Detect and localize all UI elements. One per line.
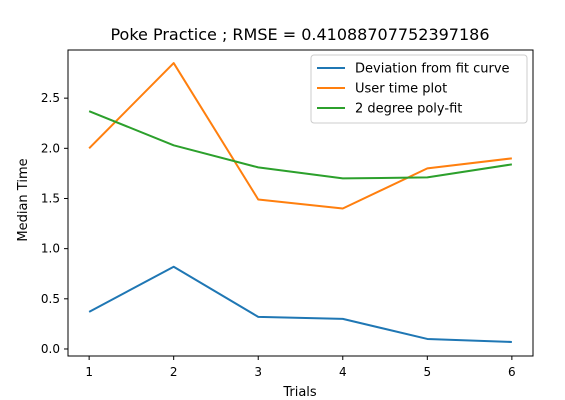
x-tick-label: 6 [508,365,516,379]
x-tick-label: 2 [170,365,178,379]
series-line-3 [88,110,513,180]
x-tick-label: 5 [423,365,431,379]
y-tick-label: 1.5 [41,191,60,205]
y-tick-label: 0.0 [41,342,60,356]
legend-label-2: User time plot [355,82,447,97]
y-axis-ticks: 0.0 0.5 1.0 1.5 2.0 2.5 [41,91,68,356]
legend: Deviation from fit curve User time plot 2 … [310,54,528,124]
series-line-2 [88,62,512,210]
legend-label-3: 2 degree poly-fit [355,102,462,117]
y-tick-label: 1.0 [41,242,60,256]
x-tick-label: 1 [85,365,93,379]
plot-frame [67,49,534,357]
y-axis-label: Median Time [16,158,31,241]
y-tick-label: 0.5 [41,292,60,306]
series-line-1 [88,265,512,343]
series-layer [88,62,513,343]
legend-label-1: Deviation from fit curve [355,62,510,77]
y-tick-label: 2.5 [41,91,60,105]
x-axis-label: Trials [282,385,317,400]
x-axis-ticks: 1 2 3 4 5 6 [85,356,516,379]
legend-frame [310,54,528,124]
chart-title: Poke Practice ; RMSE = 0.410887077523971… [110,25,489,44]
x-tick-label: 4 [339,365,347,379]
x-tick-label: 3 [254,365,262,379]
y-tick-label: 2.0 [41,141,60,155]
